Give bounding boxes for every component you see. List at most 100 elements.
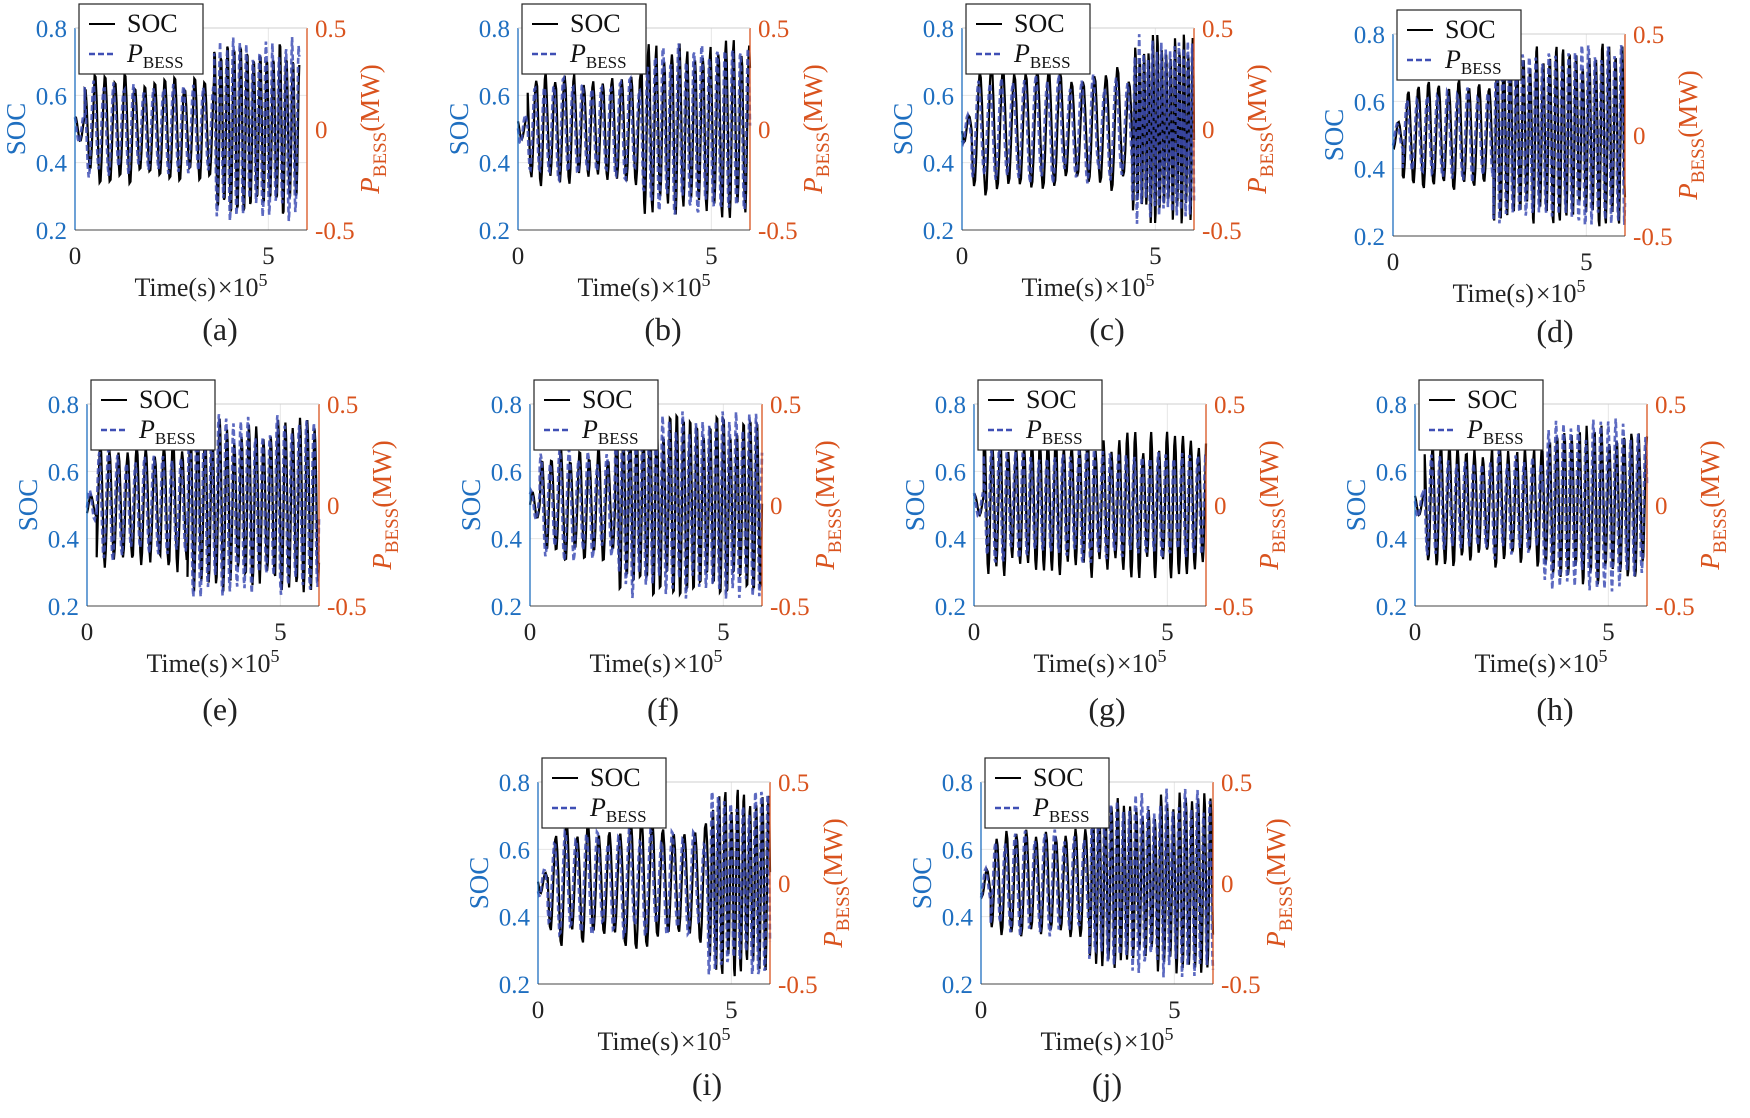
chart-panel: 0.20.40.60.8-0.500.50 5SOCPBESS(MW)Time(s… <box>907 757 1297 1102</box>
y-tick-label-left: 0.4 <box>1376 527 1408 554</box>
y-tick-label-right: 0.5 <box>758 16 789 43</box>
series-line-p-bess <box>1391 45 1627 225</box>
y-axis-label-left: SOC <box>456 479 486 532</box>
legend-box <box>1396 9 1522 81</box>
chart-panel: 0.20.40.60.8-0.500.50 5SOCPBESS(MW)Time(s… <box>444 3 834 347</box>
x-tick-label: 0 <box>81 619 94 646</box>
y-axis-label-left: SOC <box>888 103 918 156</box>
legend-box <box>533 379 659 451</box>
series-line-p-bess <box>972 444 1208 564</box>
series-line-p-bess <box>73 36 301 222</box>
y-axis-label-right: PBESS(MW) <box>818 818 854 948</box>
y-tick-label-right: 0.5 <box>327 392 358 419</box>
x-axis-label: Time(s)×105 <box>1452 276 1585 308</box>
legend-label-soc: SOC <box>1026 385 1077 414</box>
y-tick-label-left: 0.2 <box>935 594 966 621</box>
x-tick-label: 5 <box>1149 243 1162 270</box>
x-axis-exponent-power: 5 <box>1146 270 1155 290</box>
y-axis-label-right-unit: (MW) <box>1242 64 1272 131</box>
chart-panel: 0.20.40.60.8-0.500.50 5SOCPBESS(MW)Time(s… <box>888 3 1278 347</box>
panel-caption: (a) <box>202 311 238 347</box>
series-line-p-bess <box>85 413 321 597</box>
y-axis-label-right-sub: BESS <box>370 132 391 177</box>
y-axis-label-right-unit: (MW) <box>798 64 828 131</box>
y-tick-label-right: -0.5 <box>770 594 810 621</box>
y-tick-label-left: 0.4 <box>942 905 974 932</box>
chart-panel: 0.20.40.60.8-0.500.50 5SOCPBESS(MW)Time(s… <box>13 379 403 727</box>
chart-panel: 0.20.40.60.8-0.500.50 5SOCPBESS(MW)Time(s… <box>1341 379 1731 727</box>
y-tick-label-right: 0 <box>1655 493 1668 520</box>
legend-label-soc: SOC <box>582 385 633 414</box>
x-axis-exponent-power: 5 <box>271 646 280 666</box>
x-axis-exponent: ×10 <box>661 273 702 302</box>
legend-label-p-main: P <box>126 39 143 68</box>
y-tick-label-left: 0.6 <box>479 83 510 110</box>
x-axis-exponent: ×10 <box>1105 273 1146 302</box>
panel-caption: (h) <box>1536 691 1573 727</box>
legend-label-p-main: P <box>1444 45 1461 74</box>
x-axis-label-text: Time(s) <box>1452 279 1533 308</box>
legend-label-p-bess: PBESS <box>126 39 184 72</box>
x-axis-label: Time(s)×105 <box>1033 646 1166 678</box>
panel-caption: (c) <box>1089 311 1125 347</box>
y-axis-label-right-main: P <box>355 177 385 195</box>
y-tick-label-right: -0.5 <box>1633 224 1673 251</box>
x-tick-label: 0 <box>512 243 525 270</box>
y-axis-label-right-sub: BESS <box>1688 138 1709 183</box>
y-tick-label-right: 0.5 <box>1633 22 1664 49</box>
y-axis-label-left: SOC <box>900 479 930 532</box>
legend-label-p-main: P <box>1025 415 1042 444</box>
x-axis-label: Time(s)×105 <box>1474 646 1607 678</box>
x-tick-label: 5 <box>1161 619 1174 646</box>
legend-label-p-sub: BESS <box>606 807 647 826</box>
x-tick-label: 5 <box>1602 619 1615 646</box>
x-axis-label: Time(s)×105 <box>146 646 279 678</box>
x-axis-exponent-power: 5 <box>1599 646 1608 666</box>
y-tick-label-left: 0.2 <box>491 594 522 621</box>
y-axis-label-left: SOC <box>1341 479 1371 532</box>
x-axis-label: Time(s)×105 <box>597 1024 730 1056</box>
y-tick-label-right: 0.5 <box>1202 16 1233 43</box>
y-tick-label-left: 0.6 <box>48 459 79 486</box>
y-axis-label-right-sub: BESS <box>1269 508 1290 553</box>
y-tick-label-right: -0.5 <box>327 594 367 621</box>
x-tick-label: 5 <box>274 619 287 646</box>
y-tick-label-left: 0.2 <box>36 218 67 245</box>
y-tick-label-left: 0.2 <box>1354 224 1385 251</box>
legend-box <box>521 3 647 75</box>
x-axis-label-text: Time(s) <box>589 649 670 678</box>
y-axis-label-right-main: P <box>367 553 397 571</box>
panel-caption: (d) <box>1536 313 1573 349</box>
chart-panel: 0.20.40.60.8-0.500.50 5SOCPBESS(MW)Time(s… <box>456 379 846 727</box>
y-tick-label-left: 0.4 <box>36 151 68 178</box>
legend-label-soc: SOC <box>590 763 641 792</box>
x-tick-label: 5 <box>1580 249 1593 276</box>
y-tick-label-right: -0.5 <box>315 218 355 245</box>
x-axis-exponent: ×10 <box>218 273 259 302</box>
legend-label-p-sub: BESS <box>1042 429 1083 448</box>
legend-box <box>984 757 1110 829</box>
legend-label-p-bess: PBESS <box>1444 45 1502 78</box>
y-tick-label-right: -0.5 <box>758 218 798 245</box>
legend-label-p-bess: PBESS <box>1032 793 1090 826</box>
legend-label-p-main: P <box>589 793 606 822</box>
panel-caption: (g) <box>1088 691 1125 727</box>
x-axis-label-text: Time(s) <box>134 273 215 302</box>
panel-caption: (e) <box>202 691 238 727</box>
x-axis-label-text: Time(s) <box>577 273 658 302</box>
x-axis-exponent-power: 5 <box>1165 1024 1174 1044</box>
y-tick-label-left: 0.2 <box>923 218 954 245</box>
legend-label-p-bess: PBESS <box>138 415 196 448</box>
y-tick-label-right: -0.5 <box>1214 594 1254 621</box>
chart-panel: 0.20.40.60.8-0.500.50 5SOCPBESS(MW)Time(s… <box>900 379 1290 727</box>
y-tick-label-right: 0.5 <box>1214 392 1245 419</box>
y-tick-label-left: 0.2 <box>479 218 510 245</box>
y-axis-label-right: PBESS(MW) <box>798 64 834 194</box>
x-tick-label: 0 <box>69 243 82 270</box>
x-axis-exponent: ×10 <box>1536 279 1577 308</box>
legend-label-soc: SOC <box>1033 763 1084 792</box>
y-tick-label-right: -0.5 <box>778 972 818 999</box>
